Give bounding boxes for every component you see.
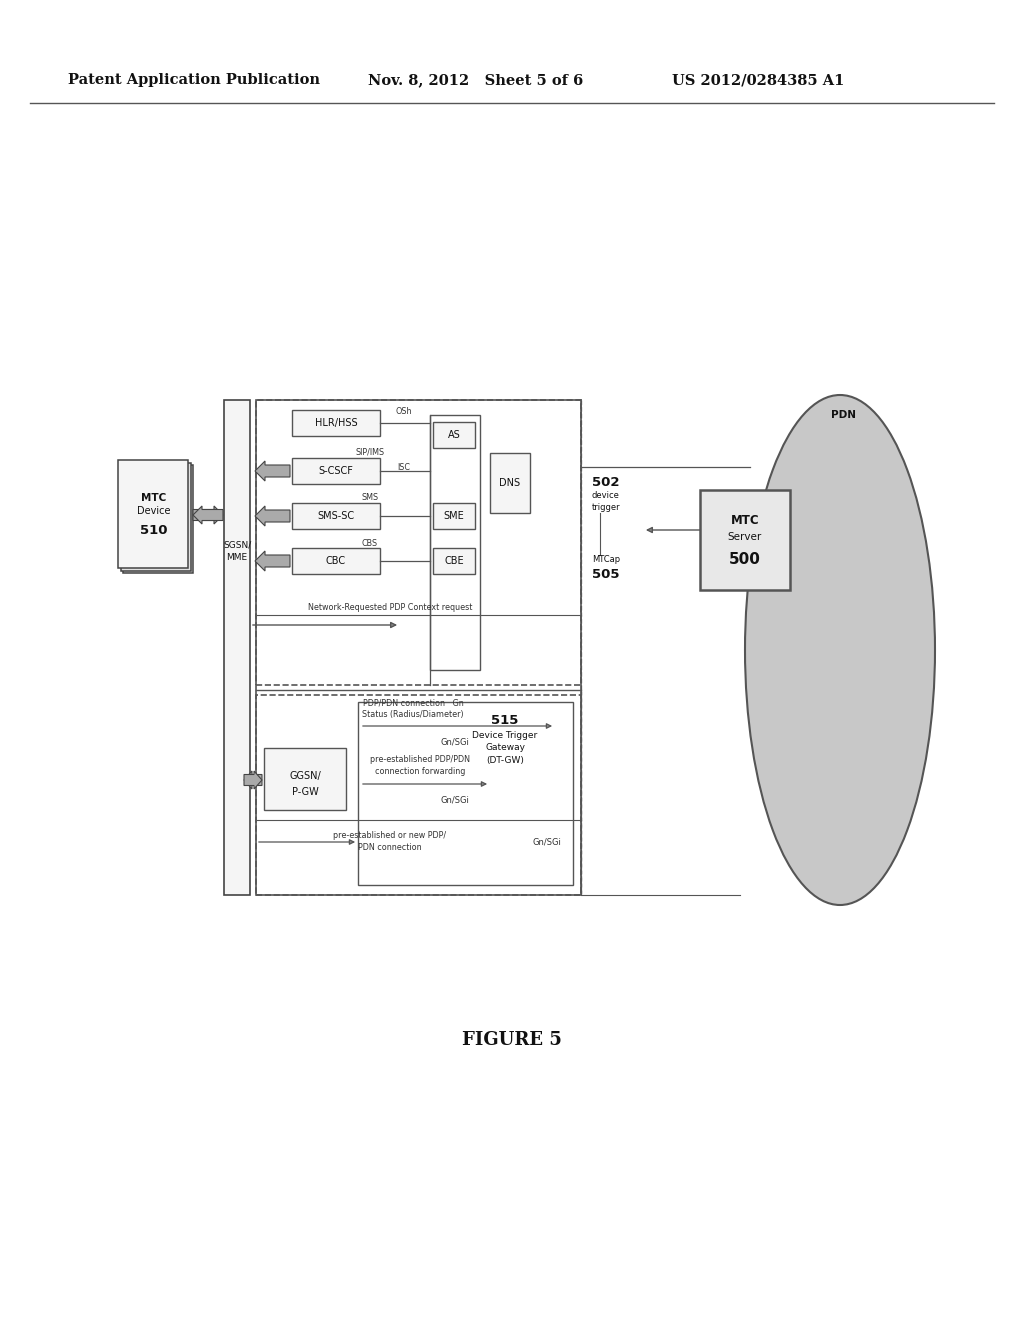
FancyArrow shape [255,550,290,572]
Text: device: device [592,491,620,500]
FancyBboxPatch shape [123,465,193,573]
Text: Nov. 8, 2012   Sheet 5 of 6: Nov. 8, 2012 Sheet 5 of 6 [368,73,584,87]
Text: 515: 515 [492,714,519,726]
FancyArrow shape [255,506,290,525]
FancyBboxPatch shape [292,503,380,529]
Text: Patent Application Publication: Patent Application Publication [68,73,319,87]
Text: 510: 510 [140,524,168,536]
Text: (DT-GW): (DT-GW) [486,756,524,766]
Text: Server: Server [728,532,762,543]
Text: CBS: CBS [361,539,378,548]
FancyArrow shape [244,771,262,789]
Text: CBE: CBE [444,556,464,566]
FancyBboxPatch shape [121,463,191,572]
FancyBboxPatch shape [292,548,380,574]
Text: Gn/SGi: Gn/SGi [440,796,469,804]
Text: GGSN/: GGSN/ [289,771,321,781]
FancyBboxPatch shape [264,748,346,810]
Text: MTCap: MTCap [592,556,621,565]
Text: Gn/SGi: Gn/SGi [532,837,561,846]
Text: MTC: MTC [731,513,760,527]
Text: pre-established PDP/PDN: pre-established PDP/PDN [370,755,470,764]
Text: Device Trigger: Device Trigger [472,730,538,739]
FancyBboxPatch shape [433,503,475,529]
Text: Status (Radius/Diameter): Status (Radius/Diameter) [362,710,464,718]
Text: P-GW: P-GW [292,787,318,797]
Text: SGSN/: SGSN/ [223,540,251,549]
FancyBboxPatch shape [292,411,380,436]
FancyBboxPatch shape [292,458,380,484]
Text: OSh: OSh [395,408,413,417]
Text: 500: 500 [729,553,761,568]
Text: Network-Requested PDP Context request: Network-Requested PDP Context request [308,602,472,611]
Text: Gateway: Gateway [485,743,525,752]
Ellipse shape [745,395,935,906]
Text: SME: SME [443,511,464,521]
Text: CBC: CBC [326,556,346,566]
Text: trigger: trigger [592,503,621,512]
Text: MME: MME [226,553,248,561]
Text: PDN connection: PDN connection [358,843,422,853]
Text: SMS-SC: SMS-SC [317,511,354,521]
FancyArrow shape [193,506,223,524]
Text: connection forwarding: connection forwarding [375,767,465,776]
Text: US 2012/0284385 A1: US 2012/0284385 A1 [672,73,845,87]
FancyBboxPatch shape [433,548,475,574]
FancyBboxPatch shape [700,490,790,590]
Text: Device: Device [137,506,171,516]
FancyBboxPatch shape [224,400,250,895]
Text: ISC: ISC [397,462,411,471]
Text: pre-established or new PDP/: pre-established or new PDP/ [334,832,446,841]
FancyArrow shape [193,506,223,524]
FancyArrow shape [244,771,262,789]
Text: HLR/HSS: HLR/HSS [314,418,357,428]
Text: DNS: DNS [500,478,520,488]
FancyBboxPatch shape [490,453,530,513]
Text: SIP/IMS: SIP/IMS [355,447,385,457]
Text: PDP/PDN connection   Gn: PDP/PDN connection Gn [362,698,464,708]
Text: S-CSCF: S-CSCF [318,466,353,477]
Text: FIGURE 5: FIGURE 5 [462,1031,562,1049]
Text: 502: 502 [592,475,620,488]
Text: 505: 505 [592,569,620,582]
Text: Gn/SGi: Gn/SGi [440,738,469,747]
Text: SMS: SMS [361,494,379,503]
FancyBboxPatch shape [433,422,475,447]
FancyBboxPatch shape [118,459,188,568]
Text: MTC: MTC [141,492,167,503]
Text: AS: AS [447,430,461,440]
FancyArrow shape [255,461,290,480]
Text: PDN: PDN [831,411,856,420]
